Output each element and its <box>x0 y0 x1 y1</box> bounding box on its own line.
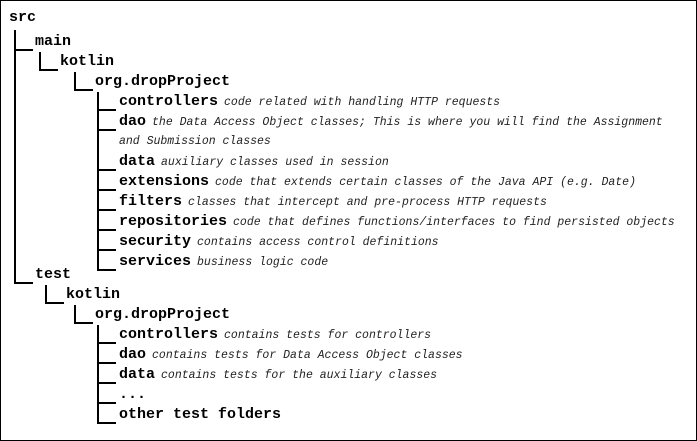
folder-description: code related with handling HTTP requests <box>224 96 501 109</box>
tree-item-test-dao: dao contains tests for Data Access Object… <box>119 344 463 364</box>
connector-test-package <box>74 322 93 324</box>
folder-name: data <box>119 366 156 383</box>
folder-name: data <box>119 153 156 170</box>
connector-test-kotlin <box>45 302 64 304</box>
connector-test-children <box>45 285 47 302</box>
connector-main-item <box>97 209 116 211</box>
folder-name: dao <box>119 346 147 363</box>
tree-item-test-ellipsis: ... <box>119 384 146 404</box>
folder-name: org.dropProject <box>95 73 231 90</box>
folder-description: contains access control definitions <box>197 236 439 249</box>
folder-name: test <box>35 266 72 283</box>
connector-test-item <box>97 382 116 384</box>
folder-description: the Data Access Object classes; This is … <box>152 116 663 129</box>
connector-main-item <box>97 249 116 251</box>
connector-test <box>14 282 33 284</box>
tree-folder-main: main <box>35 31 71 51</box>
folder-description: code that defines functions/interfaces t… <box>233 216 675 229</box>
folder-description: contains tests for the auxiliary classes <box>161 369 438 382</box>
folder-description: classes that intercept and pre-process H… <box>188 196 547 209</box>
connector-test-item <box>97 362 116 364</box>
tree-item-repositories: repositories code that defines functions/… <box>119 211 675 231</box>
connector-test-item <box>97 402 116 404</box>
folder-name: kotlin <box>60 53 115 70</box>
folder-name: extensions <box>119 173 210 190</box>
connector-main-item <box>97 129 116 131</box>
tree-item-test-controllers: controllers contains tests for controller… <box>119 324 431 344</box>
connector-test-item <box>97 342 116 344</box>
folder-description: contains tests for Data Access Object cl… <box>152 349 463 362</box>
tree-folder-main-kotlin: kotlin <box>60 51 114 71</box>
folder-name: other test folders <box>119 406 282 423</box>
connector-main-kotlin-children <box>74 72 76 89</box>
connector-main-item <box>97 109 116 111</box>
tree-item-other-test-folders: other test folders <box>119 404 281 424</box>
tree-folder-test-package: org.dropProject <box>95 304 230 324</box>
tree-root-src: src <box>9 7 36 27</box>
connector-main-item <box>97 189 116 191</box>
tree-item-extensions: extensions code that extends certain clas… <box>119 171 636 191</box>
tree-item-test-data: data contains tests for the auxiliary cla… <box>119 364 437 384</box>
folder-name: controllers <box>119 326 219 343</box>
folder-name: ... <box>119 386 147 403</box>
connector-main-item <box>97 169 116 171</box>
folder-name: filters <box>119 193 183 210</box>
tree-folder-test: test <box>35 264 71 284</box>
folder-name: security <box>119 233 192 250</box>
connector-main-children <box>39 52 41 69</box>
folder-name: src <box>9 9 37 26</box>
connector-test-package-children <box>97 325 99 422</box>
folder-name: repositories <box>119 213 228 230</box>
tree-item-dao: dao the Data Access Object classes; This … <box>119 111 663 131</box>
folder-description-continuation: and Submission classes <box>119 135 271 148</box>
connector-test-kotlin-children <box>74 305 76 322</box>
connector-main-item <box>97 269 116 271</box>
tree-folder-test-kotlin: kotlin <box>66 284 120 304</box>
connector-main-package <box>74 89 93 91</box>
tree-item-services: services business logic code <box>119 251 328 271</box>
connector-test-item <box>97 422 116 424</box>
tree-item-controllers: controllers code related with handling HT… <box>119 91 500 111</box>
tree-item-security: security contains access control definiti… <box>119 231 439 251</box>
connector-main-kotlin <box>39 69 58 71</box>
tree-folder-main-package: org.dropProject <box>95 71 230 91</box>
connector-src <box>14 30 16 282</box>
folder-description: contains tests for controllers <box>224 329 432 342</box>
folder-name: org.dropProject <box>95 306 231 323</box>
connector-main-package-children <box>97 92 99 269</box>
folder-name: dao <box>119 113 147 130</box>
connector-main-item <box>97 229 116 231</box>
connector-main <box>14 49 33 51</box>
folder-description: code that extends certain classes of the… <box>215 176 636 189</box>
folder-name: controllers <box>119 93 219 110</box>
folder-name: main <box>35 33 72 50</box>
tree-item-filters: filters classes that intercept and pre-pr… <box>119 191 547 211</box>
folder-name: kotlin <box>66 286 121 303</box>
folder-description: business logic code <box>197 256 329 269</box>
folder-description: auxiliary classes used in session <box>161 156 389 169</box>
tree-item-data: data auxiliary classes used in session <box>119 151 389 171</box>
folder-name: services <box>119 253 192 270</box>
